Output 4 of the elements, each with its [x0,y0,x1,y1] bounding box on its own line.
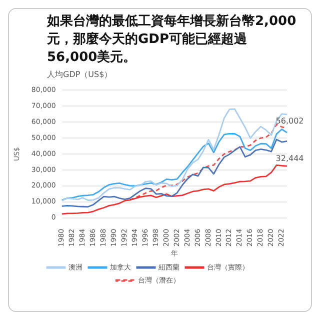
annotation: 32,444 [276,154,304,164]
annotation: 56,002 [276,116,304,126]
chart-title: 如果台灣的最低工資每年增長新台幣2,000元，那麼今天的GDP可能已經超過56,000美元。 [46,12,298,67]
chart-subtitle: 人均GDP（US$） [46,69,114,80]
